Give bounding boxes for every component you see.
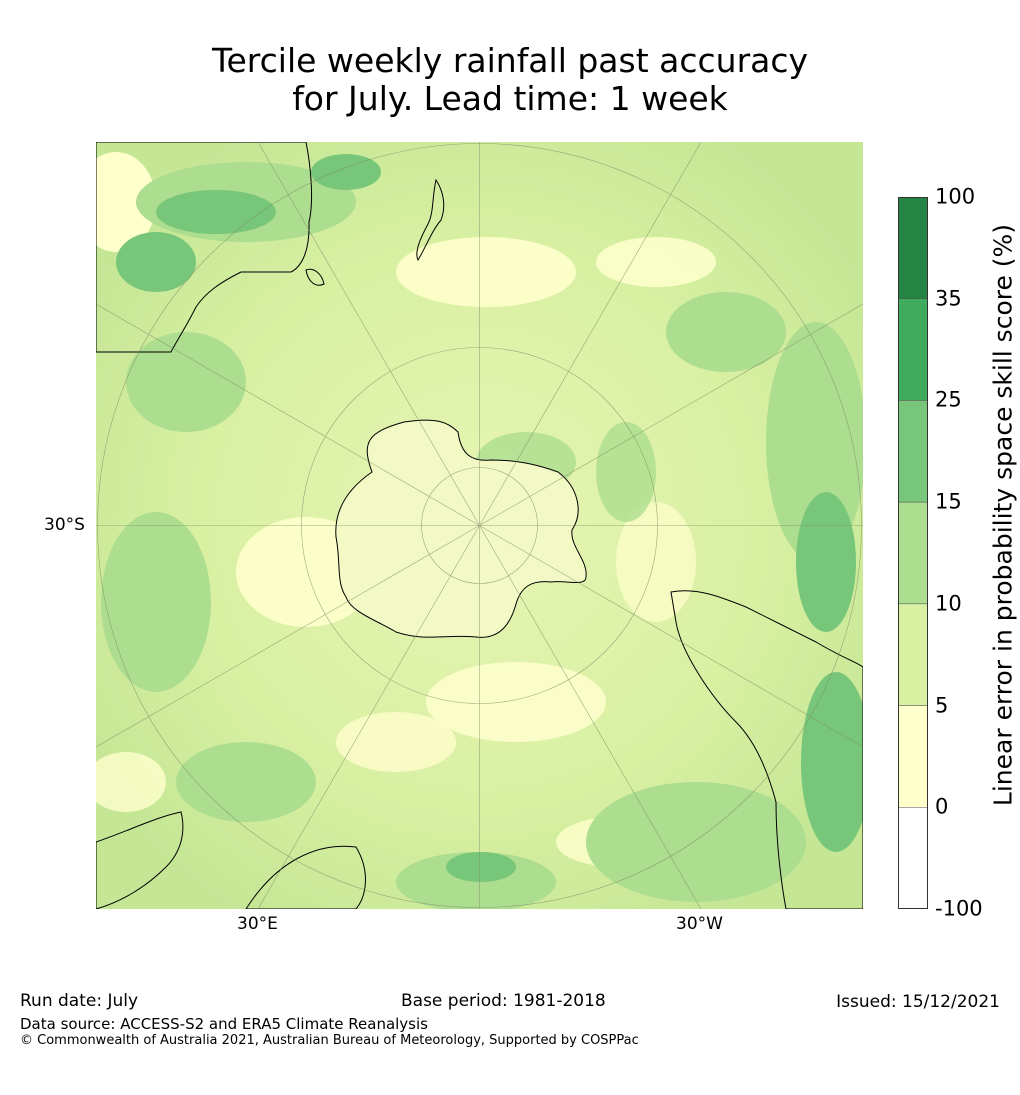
colorbar-bin [898, 400, 928, 503]
base-period: Base period: 1981-2018 [401, 991, 606, 1011]
colorbar-label: Linear error in probability space skill … [988, 223, 1018, 807]
polar-skill-map [96, 142, 863, 909]
colorbar-tick-label: 10 [935, 591, 962, 616]
lat-label-30s: 30°S [44, 515, 85, 535]
australia-outline [96, 142, 313, 353]
colorbar-tick-label: 15 [935, 489, 962, 514]
africa-outline [96, 811, 184, 909]
africa-south-tip [245, 845, 366, 909]
skill-patches-high [116, 154, 863, 882]
graticule [96, 142, 863, 909]
colorbar-bin [898, 705, 928, 808]
colorbar-frame [898, 197, 928, 909]
copyright: © Commonwealth of Australia 2021, Austra… [20, 1033, 639, 1048]
colorbar-bin [898, 501, 928, 605]
new-zealand-outline [416, 178, 445, 262]
colorbar-tick-label: 35 [935, 286, 962, 311]
colorbar-bin [898, 298, 928, 401]
colorbar-bin [898, 197, 928, 299]
data-source: Data source: ACCESS-S2 and ERA5 Climate … [20, 1015, 428, 1033]
south-america-outline [670, 590, 863, 909]
skill-patches-low [96, 152, 716, 867]
colorbar [898, 197, 928, 909]
run-date: Run date: July [20, 991, 139, 1011]
colorbar-tick-label: 5 [935, 693, 949, 718]
colorbar-tick-label: 25 [935, 387, 962, 412]
lon-label-30e: 30°E [237, 914, 278, 934]
tasmania-outline [305, 268, 325, 286]
issued-date: Issued: 15/12/2021 [836, 992, 1000, 1012]
meridian [96, 303, 863, 748]
colorbar-tick-label: 100 [935, 184, 976, 209]
title-line-2: for July. Lead time: 1 week [292, 79, 728, 118]
colorbar-bin [898, 807, 928, 909]
lon-label-30w: 30°W [676, 914, 723, 934]
colorbar-bin [898, 603, 928, 706]
landmasses [96, 142, 863, 909]
colorbar-tick-label: -100 [935, 896, 983, 921]
title-line-1: Tercile weekly rainfall past accuracy [211, 41, 809, 80]
antarctica-outline [335, 419, 587, 638]
colorbar-tick-label: 0 [935, 794, 949, 819]
